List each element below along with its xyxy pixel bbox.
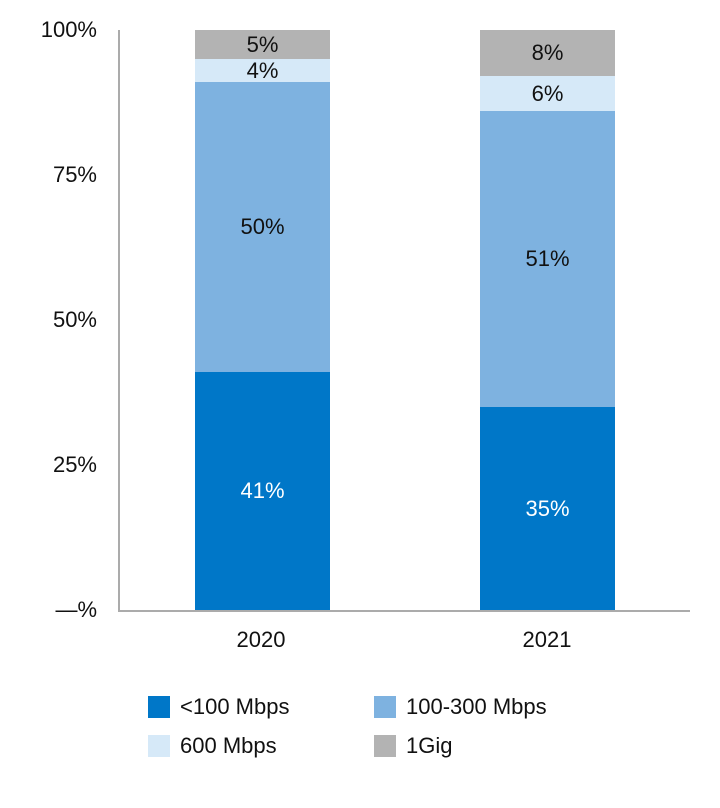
segment-<100-mbps: 35%	[480, 407, 615, 610]
stacked-bar: 5% 4% 50% 41%	[195, 30, 330, 610]
y-tick-label: 75%	[52, 162, 97, 187]
segment-value-label: 50%	[240, 214, 285, 240]
legend-item-600-mbps: 600 Mbps	[148, 733, 374, 759]
y-axis-line	[118, 30, 120, 610]
segment-value-label: 4%	[246, 57, 279, 83]
y-tick-label: 100%	[40, 17, 97, 42]
x-axis-labels: 2020 2021	[118, 627, 690, 653]
legend-swatch	[148, 735, 170, 757]
bar-2021: 8% 6% 51% 35%	[405, 30, 690, 610]
legend-swatch	[148, 696, 170, 718]
segment-value-label: 5%	[246, 31, 279, 57]
stacked-bar: 8% 6% 51% 35%	[480, 30, 615, 610]
plot-area: 5% 4% 50% 41% 8% 6% 51% 35%	[118, 30, 690, 612]
segment-1gig: 8%	[480, 30, 615, 77]
legend-swatch	[374, 735, 396, 757]
legend-item-<100-mbps: <100 Mbps	[148, 694, 374, 720]
segment-<100-mbps: 41%	[195, 372, 330, 610]
segment-1gig: 5%	[195, 30, 330, 60]
y-tick-label: —%	[55, 597, 97, 622]
segment-value-label: 6%	[531, 80, 564, 106]
y-tick-label: 50%	[52, 307, 97, 332]
bars-container: 5% 4% 50% 41% 8% 6% 51% 35%	[120, 30, 690, 610]
segment-100-300-mbps: 51%	[480, 111, 615, 407]
x-axis-line	[118, 610, 690, 612]
segment-value-label: 8%	[531, 40, 564, 66]
legend-item-1gig: 1Gig	[374, 733, 547, 759]
legend: <100 Mbps 100-300 Mbps 600 Mbps 1Gig	[148, 694, 547, 759]
x-tick-label: 2021	[522, 627, 572, 652]
y-tick-label: 25%	[52, 452, 97, 477]
legend-swatch	[374, 696, 396, 718]
y-axis: 100% 75% 50% 25% —%	[0, 17, 97, 622]
legend-item-100-300-mbps: 100-300 Mbps	[374, 694, 547, 720]
x-tick-label: 2020	[236, 627, 286, 652]
segment-value-label: 41%	[240, 478, 285, 504]
segment-600-mbps: 4%	[195, 57, 330, 83]
legend-label: 600 Mbps	[180, 733, 277, 758]
segment-100-300-mbps: 50%	[195, 82, 330, 373]
bar-2020: 5% 4% 50% 41%	[120, 30, 405, 610]
segment-600-mbps: 6%	[480, 76, 615, 112]
segment-value-label: 35%	[525, 495, 570, 521]
legend-label: 1Gig	[406, 733, 453, 758]
legend-label: <100 Mbps	[180, 694, 290, 719]
legend-label: 100-300 Mbps	[406, 694, 547, 719]
segment-value-label: 51%	[525, 246, 570, 272]
